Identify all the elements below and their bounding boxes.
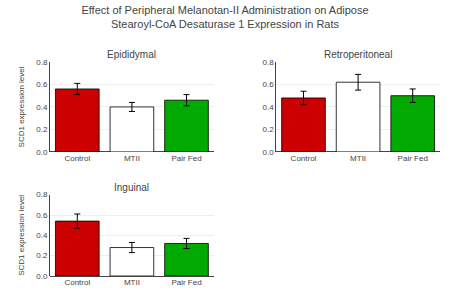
svg-text:0.6: 0.6 <box>262 80 274 89</box>
svg-text:Pair Fed: Pair Fed <box>398 154 428 163</box>
svg-text:0.0: 0.0 <box>262 148 274 157</box>
svg-text:MTII: MTII <box>124 154 140 163</box>
svg-text:0.2: 0.2 <box>36 251 48 260</box>
svg-text:0.2: 0.2 <box>262 125 274 134</box>
svg-text:Pair Fed: Pair Fed <box>171 278 201 287</box>
svg-text:0.4: 0.4 <box>262 103 274 112</box>
svg-text:0.8: 0.8 <box>36 58 48 67</box>
svg-text:Control: Control <box>291 154 317 163</box>
svg-text:MTII: MTII <box>124 278 140 287</box>
svg-text:Control: Control <box>64 278 90 287</box>
svg-text:0.4: 0.4 <box>36 103 48 112</box>
svg-text:0.6: 0.6 <box>36 211 48 220</box>
svg-text:0.8: 0.8 <box>36 190 48 199</box>
svg-text:SCD1 expression level: SCD1 expression level <box>17 195 26 276</box>
svg-text:Effect of Peripheral Melanotan: Effect of Peripheral Melanotan-II Admini… <box>81 4 368 30</box>
svg-text:SCD1 expression level: SCD1 expression level <box>17 66 26 147</box>
svg-text:0.0: 0.0 <box>36 148 48 157</box>
svg-text:Inguinal: Inguinal <box>114 182 149 193</box>
svg-text:0.2: 0.2 <box>36 125 48 134</box>
svg-text:Epididymal: Epididymal <box>107 49 156 60</box>
svg-text:0.4: 0.4 <box>36 231 48 240</box>
svg-text:0.8: 0.8 <box>262 58 274 67</box>
svg-text:Control: Control <box>64 154 90 163</box>
svg-text:Retroperitoneal: Retroperitoneal <box>324 49 392 60</box>
svg-text:Pair Fed: Pair Fed <box>171 154 201 163</box>
svg-text:MTII: MTII <box>350 154 366 163</box>
svg-text:0.0: 0.0 <box>36 272 48 281</box>
svg-text:0.6: 0.6 <box>36 80 48 89</box>
